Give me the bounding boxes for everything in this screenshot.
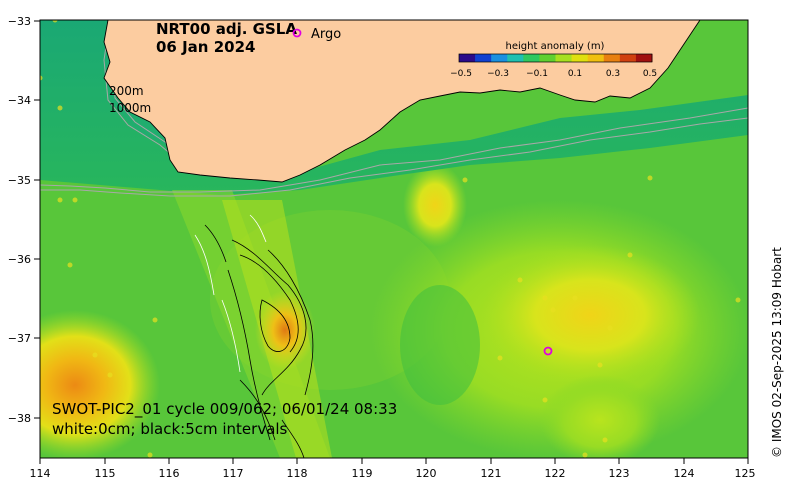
colorbar-tick-label: 0.1 xyxy=(568,69,582,79)
colorbar-cell xyxy=(475,54,492,62)
colorbar-title: height anomaly (m) xyxy=(506,41,605,52)
colorbar-tick-label: −0.3 xyxy=(487,69,509,79)
argo-legend-label: Argo xyxy=(311,27,341,42)
colorbar-tick-label: −0.1 xyxy=(526,69,548,79)
x-tick-label: 120 xyxy=(416,467,437,480)
swot-zero-contours xyxy=(194,214,267,373)
x-tick-label: 114 xyxy=(30,467,51,480)
colorbar-frame xyxy=(458,53,653,63)
colorbar-cell xyxy=(555,54,573,62)
depth-label-1000m: 1000m xyxy=(109,101,151,115)
colorbar-tick-label: 0.5 xyxy=(643,69,657,79)
colorbar-tick-label: 0.3 xyxy=(606,69,620,79)
y-tick-label: −33 xyxy=(8,15,31,28)
anomaly-region xyxy=(403,163,467,247)
argo-legend-marker xyxy=(292,28,302,38)
anomaly-region xyxy=(540,375,660,458)
x-tick-label: 118 xyxy=(287,467,308,480)
axis-ticks xyxy=(34,20,749,464)
anomaly-region xyxy=(400,285,480,405)
y-tick-label: −37 xyxy=(8,332,31,345)
y-axis-labels: −33 −34 −35 −36 −37 −38 xyxy=(8,15,31,425)
colorbar-cell xyxy=(459,54,476,62)
colorbar-cell xyxy=(619,54,637,62)
swot-note-line2: white:0cm; black:5cm intervals xyxy=(52,420,288,438)
argo-float-marker xyxy=(543,346,553,356)
colorbar-cell xyxy=(635,54,653,62)
x-tick-label: 117 xyxy=(223,467,244,480)
colorbar-cell xyxy=(491,54,508,62)
colorbar-cell xyxy=(603,54,621,62)
x-tick-label: 123 xyxy=(609,467,630,480)
colorbar-tick-labels: −0.5 −0.3 −0.1 0.1 0.3 0.5 xyxy=(450,69,657,79)
x-tick-label: 115 xyxy=(95,467,116,480)
anomaly-region xyxy=(480,245,700,385)
x-tick-label: 121 xyxy=(481,467,502,480)
depth-label-200m: 200m xyxy=(109,84,144,98)
colorbar: height anomaly (m) −0.5 −0.3 −0.1 0.1 0.… xyxy=(450,41,657,79)
colorbar-cell xyxy=(571,54,589,62)
y-tick-label: −34 xyxy=(8,94,31,107)
x-tick-label: 125 xyxy=(735,467,756,480)
colorbar-cell xyxy=(523,54,540,62)
colorbar-cell xyxy=(507,54,524,62)
map-title: NRT00 adj. GSLA xyxy=(156,20,297,38)
colorbar-cells xyxy=(459,54,653,62)
x-tick-label: 122 xyxy=(545,467,566,480)
shelf-region xyxy=(40,20,748,195)
x-tick-label: 124 xyxy=(674,467,695,480)
colorbar-cell xyxy=(539,54,556,62)
plot-frame xyxy=(39,19,749,459)
colorbar-tick-label: −0.5 xyxy=(450,69,472,79)
along-track-dots xyxy=(40,20,741,458)
map-date: 06 Jan 2024 xyxy=(156,38,255,56)
plot-area xyxy=(40,20,748,458)
x-tick-label: 119 xyxy=(352,467,373,480)
imos-credit: © IMOS 02-Sep-2025 13:09 Hobart xyxy=(770,247,784,458)
y-tick-label: −38 xyxy=(8,412,31,425)
argo-legend: Argo xyxy=(292,27,341,42)
anomaly-region xyxy=(40,310,160,458)
x-axis-labels: 114 115 116 117 118 119 120 121 122 123 … xyxy=(30,467,756,480)
swot-note-line1: SWOT-PIC2_01 cycle 009/062; 06/01/24 08:… xyxy=(52,400,397,419)
y-tick-label: −36 xyxy=(8,253,31,266)
x-tick-label: 116 xyxy=(159,467,180,480)
y-tick-label: −35 xyxy=(8,174,31,187)
colorbar-cell xyxy=(587,54,605,62)
swot-contours xyxy=(204,224,314,458)
